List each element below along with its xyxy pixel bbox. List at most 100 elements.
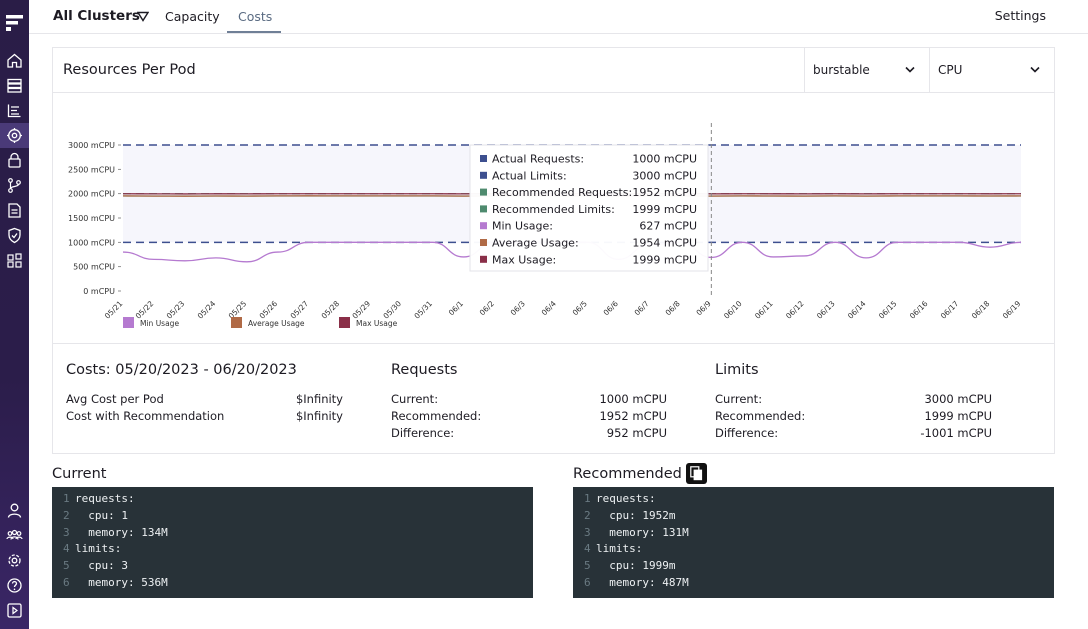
limits-current-label: Current: bbox=[715, 392, 763, 406]
y-tick-label: 2000 mCPU bbox=[68, 190, 115, 199]
code-line: 1 requests: bbox=[63, 492, 135, 505]
x-tick-label: 06/5 bbox=[571, 299, 589, 317]
x-tick-label: 06/15 bbox=[877, 299, 899, 321]
rec-cost-label: Cost with Recommendation bbox=[66, 409, 225, 423]
collapse-sidebar-icon[interactable] bbox=[6, 602, 23, 619]
limits-difference-value: -1001 mCPU bbox=[920, 426, 992, 440]
legend-swatch bbox=[231, 317, 242, 328]
gear-icon[interactable] bbox=[6, 552, 23, 569]
legend-swatch bbox=[339, 317, 350, 328]
code-line: 3 memory: 134M bbox=[63, 525, 168, 539]
x-tick-label: 06/18 bbox=[970, 299, 992, 321]
shield-icon[interactable] bbox=[6, 227, 23, 244]
tooltip-label: Recommended Limits: bbox=[492, 203, 615, 216]
integrations-icon[interactable] bbox=[6, 252, 23, 269]
copy-icon bbox=[690, 466, 703, 481]
x-tick-label: 05/31 bbox=[412, 299, 434, 321]
legend-label: Min Usage bbox=[140, 319, 179, 328]
tooltip-label: Average Usage: bbox=[492, 237, 579, 250]
tooltip-value: 3000 mCPU bbox=[632, 169, 697, 182]
settings-link[interactable]: Settings bbox=[994, 8, 1046, 23]
copy-button[interactable] bbox=[686, 463, 707, 484]
costs-title: Costs: 05/20/2023 - 06/20/2023 bbox=[66, 362, 297, 378]
tooltip-swatch bbox=[480, 171, 487, 179]
x-tick-label: 06/19 bbox=[1001, 299, 1023, 321]
y-tick-label: 500 mCPU bbox=[73, 263, 115, 272]
x-tick-label: 05/23 bbox=[165, 299, 187, 321]
limits-recommended-label: Recommended: bbox=[715, 409, 806, 423]
code-line: 4 limits: bbox=[63, 542, 122, 556]
tooltip-swatch bbox=[480, 255, 487, 263]
resource-type-select[interactable]: CPU bbox=[929, 48, 1054, 92]
code-line: 5 cpu: 1999m bbox=[584, 559, 676, 573]
x-tick-label: 06/10 bbox=[722, 299, 744, 321]
user-icon[interactable] bbox=[6, 502, 23, 519]
qos-class-select[interactable]: burstable bbox=[804, 48, 929, 92]
resources-per-pod-card: Resources Per Pod burstable CPU 0 mCPU 50… bbox=[52, 47, 1055, 454]
legend-label: Average Usage bbox=[248, 319, 305, 328]
rec-cost-value: $Infinity bbox=[295, 409, 343, 423]
requests-current-label: Current: bbox=[391, 392, 439, 406]
tooltip-box bbox=[469, 144, 709, 272]
tooltip-value: 1000 mCPU bbox=[632, 153, 697, 166]
cluster-selector[interactable]: All Clusters bbox=[53, 8, 140, 24]
code-line: 3 memory: 131M bbox=[584, 525, 689, 539]
x-tick-label: 06/16 bbox=[908, 299, 930, 321]
x-tick-label: 05/24 bbox=[196, 299, 218, 321]
servers-icon[interactable] bbox=[6, 77, 23, 94]
avg-cost-label: Avg Cost per Pod bbox=[66, 392, 164, 406]
tooltip-swatch bbox=[480, 155, 487, 162]
home-icon[interactable] bbox=[6, 52, 23, 69]
resource-type-value: CPU bbox=[938, 63, 963, 77]
tooltip-swatch bbox=[480, 222, 487, 230]
caret-down-icon[interactable] bbox=[137, 11, 149, 22]
x-tick-label: 06/1 bbox=[447, 299, 465, 317]
requests-title: Requests bbox=[391, 362, 458, 378]
resources-chart[interactable]: 0 mCPU 500 mCPU 1000 mCPU 1500 mCPU 2000 mCP… bbox=[53, 93, 1054, 343]
legend-swatch bbox=[123, 317, 134, 328]
chevron-down-icon bbox=[1030, 66, 1040, 73]
y-tick-label: 0 mCPU bbox=[83, 287, 115, 296]
stats-panel: Costs: 05/20/2023 - 06/20/2023 Avg Cost … bbox=[53, 343, 1054, 453]
top-bar: All Clusters Capacity Costs Settings bbox=[29, 0, 1088, 34]
chart-svg: 0 mCPU 500 mCPU 1000 mCPU 1500 mCPU 2000 mCP… bbox=[68, 123, 1023, 328]
x-tick-label: 06/17 bbox=[939, 299, 961, 321]
requests-recommended-label: Recommended: bbox=[391, 409, 482, 423]
x-tick-label: 05/26 bbox=[258, 299, 280, 321]
code-line: 6 memory: 536M bbox=[63, 575, 168, 589]
x-tick-label: 06/8 bbox=[664, 299, 682, 317]
security-lock-icon[interactable] bbox=[6, 152, 23, 169]
git-branch-icon[interactable] bbox=[6, 177, 23, 194]
x-tick-label: 05/28 bbox=[320, 299, 342, 321]
list-icon[interactable] bbox=[6, 102, 23, 119]
recommended-yaml-block[interactable]: 1 requests: 2 cpu: 1952m 3 memory: 131M 4… bbox=[573, 487, 1054, 598]
x-tick-label: 05/22 bbox=[134, 299, 156, 321]
active-tab-indicator bbox=[227, 31, 281, 33]
report-icon[interactable] bbox=[6, 202, 23, 219]
help-icon[interactable] bbox=[6, 577, 23, 594]
tab-costs[interactable]: Costs bbox=[238, 9, 273, 24]
cost-optimization-icon[interactable] bbox=[0, 123, 29, 148]
limits-difference-label: Difference: bbox=[715, 426, 779, 440]
requests-recommended-value: 1952 mCPU bbox=[599, 409, 667, 423]
limits-title: Limits bbox=[715, 362, 759, 378]
code-line: 2 cpu: 1 bbox=[63, 508, 128, 522]
x-tick-label: 06/6 bbox=[602, 299, 620, 317]
tooltip-value: 1999 mCPU bbox=[632, 203, 697, 216]
tooltip-label: Recommended Requests: bbox=[492, 186, 632, 199]
tooltip-swatch bbox=[480, 188, 487, 196]
card-header: Resources Per Pod burstable CPU bbox=[53, 48, 1054, 93]
code-line: 6 memory: 487M bbox=[584, 575, 689, 589]
app-logo-icon[interactable] bbox=[5, 14, 24, 32]
avg-cost-value: $Infinity bbox=[295, 392, 343, 406]
current-yaml-title: Current bbox=[52, 466, 107, 482]
tab-capacity[interactable]: Capacity bbox=[165, 9, 220, 24]
y-tick-label: 1000 mCPU bbox=[68, 238, 115, 247]
x-tick-label: 06/12 bbox=[784, 299, 806, 321]
current-yaml-block[interactable]: 1 requests: 2 cpu: 1 3 memory: 134M 4 limi… bbox=[52, 487, 533, 598]
y-tick-label: 1500 mCPU bbox=[68, 214, 115, 223]
sidebar bbox=[0, 0, 29, 629]
x-tick-label: 06/3 bbox=[509, 299, 527, 317]
team-icon[interactable] bbox=[6, 527, 23, 544]
requests-difference-label: Difference: bbox=[391, 426, 455, 440]
